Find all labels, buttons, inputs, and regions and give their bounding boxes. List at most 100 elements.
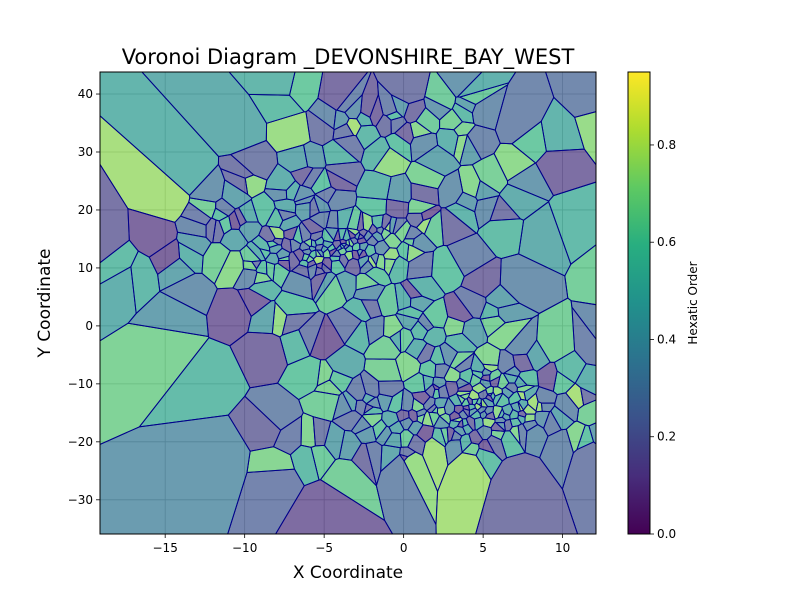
voronoi-cell bbox=[396, 306, 424, 320]
voronoi-cell bbox=[242, 260, 258, 271]
voronoi-cell bbox=[263, 188, 288, 202]
voronoi-cell bbox=[289, 444, 320, 487]
voronoi-cell bbox=[451, 102, 475, 124]
voronoi-cell bbox=[462, 408, 470, 418]
voronoi-cell bbox=[399, 446, 416, 458]
voronoi-cell bbox=[228, 72, 296, 96]
chart-title: Voronoi Diagram _DEVONSHIRE_BAY_WEST bbox=[122, 45, 575, 70]
voronoi-cell bbox=[545, 72, 596, 118]
voronoi-cell bbox=[330, 249, 342, 257]
voronoi-cell bbox=[375, 454, 437, 534]
voronoi-cell bbox=[399, 417, 414, 431]
y-tick-label: −20 bbox=[68, 435, 93, 449]
voronoi-cell bbox=[489, 368, 502, 382]
voronoi-cell bbox=[411, 390, 431, 406]
voronoi-cell bbox=[332, 239, 342, 250]
y-tick-label: 0 bbox=[85, 319, 93, 333]
voronoi-cell bbox=[461, 398, 470, 407]
voronoi-cell bbox=[370, 252, 380, 266]
x-tick-label: −10 bbox=[232, 541, 257, 555]
voronoi-cell bbox=[277, 260, 291, 272]
voronoi-cell bbox=[508, 390, 522, 405]
y-tick-label: −10 bbox=[68, 377, 93, 391]
voronoi-cell bbox=[357, 255, 370, 270]
voronoi-cell bbox=[275, 479, 394, 534]
x-tick-label: −15 bbox=[153, 541, 178, 555]
voronoi-cell bbox=[384, 132, 413, 163]
voronoi-cell bbox=[325, 168, 358, 192]
voronoi-cell bbox=[484, 406, 494, 416]
voronoi-cell bbox=[307, 263, 318, 281]
voronoi-cell bbox=[312, 416, 332, 447]
voronoi-cell bbox=[435, 127, 459, 157]
voronoi-cell bbox=[418, 359, 437, 379]
voronoi-cell bbox=[432, 383, 440, 390]
voronoi-cell bbox=[344, 257, 361, 277]
voronoi-cell bbox=[501, 403, 514, 416]
voronoi-cell bbox=[517, 409, 527, 418]
colorbar-tick-label: 0.2 bbox=[657, 430, 676, 444]
voronoi-cell bbox=[423, 96, 452, 121]
voronoi-cell bbox=[100, 163, 130, 264]
voronoi-cell bbox=[457, 72, 517, 98]
voronoi-cell bbox=[474, 402, 482, 411]
voronoi-cell bbox=[100, 414, 251, 534]
y-tick-label: −30 bbox=[68, 493, 93, 507]
voronoi-cell bbox=[325, 344, 366, 379]
voronoi-cell bbox=[354, 231, 361, 241]
voronoi-cell bbox=[385, 198, 410, 219]
voronoi-cell bbox=[299, 241, 311, 252]
voronoi-cell bbox=[471, 398, 479, 406]
y-tick-label: 10 bbox=[78, 261, 93, 275]
voronoi-cell bbox=[369, 94, 384, 127]
voronoi-cell bbox=[230, 140, 279, 181]
voronoi-cell bbox=[396, 241, 410, 262]
voronoi-cell bbox=[439, 341, 459, 367]
voronoi-cell bbox=[341, 297, 372, 323]
plot-frame bbox=[99, 71, 597, 535]
colorbar-label: Hexatic Order bbox=[686, 261, 700, 344]
voronoi-cell bbox=[399, 278, 423, 299]
x-tick-label: 0 bbox=[400, 541, 408, 555]
voronoi-cell bbox=[518, 369, 539, 387]
voronoi-cell bbox=[361, 413, 383, 428]
y-tick-label: 40 bbox=[78, 87, 93, 101]
voronoi-cell bbox=[293, 184, 316, 203]
voronoi-cell bbox=[239, 244, 262, 263]
y-tick-label: 30 bbox=[78, 145, 93, 159]
colorbar-ticks: 0.0 0.2 0.4 0.6 0.8 bbox=[650, 138, 676, 541]
y-axis-label: Y Coordinate bbox=[35, 249, 55, 359]
voronoi-cell bbox=[492, 392, 504, 407]
voronoi-cell bbox=[289, 238, 302, 253]
voronoi-cell bbox=[340, 242, 347, 248]
voronoi-cell bbox=[344, 245, 354, 253]
voronoi-cell bbox=[372, 72, 431, 105]
voronoi-cell bbox=[359, 241, 369, 252]
voronoi-cell bbox=[570, 300, 596, 340]
colorbar bbox=[627, 71, 651, 535]
voronoi-cell bbox=[490, 421, 506, 432]
voronoi-cell bbox=[535, 401, 543, 413]
voronoi-cell bbox=[268, 225, 285, 240]
x-axis-label: X Coordinate bbox=[293, 563, 403, 583]
voronoi-cell bbox=[512, 353, 535, 373]
voronoi-cell bbox=[312, 271, 337, 304]
x-tick-label: 5 bbox=[479, 541, 487, 555]
voronoi-cell bbox=[466, 124, 501, 160]
voronoi-cell bbox=[428, 411, 440, 428]
y-axis-ticks: −30 −20 −10 0 10 20 30 40 bbox=[68, 87, 100, 507]
voronoi-cell bbox=[253, 271, 273, 285]
voronoi-cell bbox=[303, 140, 327, 169]
voronoi-cell bbox=[485, 284, 520, 309]
voronoi-cell bbox=[266, 240, 279, 248]
voronoi-cell bbox=[321, 139, 360, 166]
voronoi-cell bbox=[238, 221, 263, 244]
voronoi-cell bbox=[662, 406, 800, 567]
voronoi-cell bbox=[580, 387, 596, 406]
voronoi-cell bbox=[389, 216, 398, 234]
voronoi-cell bbox=[344, 94, 363, 120]
colorbar-tick-label: 0.4 bbox=[657, 332, 676, 346]
voronoi-cell bbox=[498, 183, 550, 221]
